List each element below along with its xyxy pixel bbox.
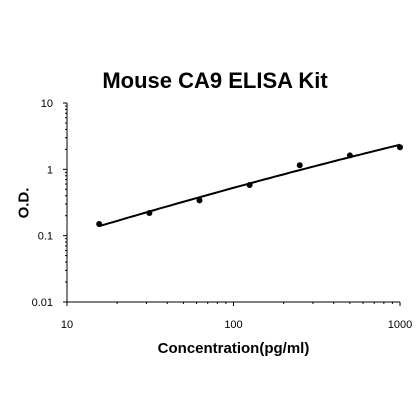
x-axis-label: Concentration(pg/ml) — [157, 340, 310, 357]
data-points — [96, 144, 403, 227]
y-tick-label: 10 — [41, 98, 53, 110]
y-axis-label: O.D. — [15, 187, 33, 219]
data-point — [346, 152, 353, 159]
data-point — [196, 197, 203, 204]
x-tick-label: 1000 — [388, 319, 412, 331]
chart-title: Mouse CA9 ELISA Kit — [102, 68, 328, 93]
x-tick-label: 10 — [61, 319, 73, 331]
y-tick-label: 0.01 — [32, 297, 53, 309]
data-point — [246, 182, 253, 189]
data-point — [96, 220, 103, 227]
data-point — [296, 162, 303, 169]
y-tick-label: 0.1 — [38, 231, 53, 243]
data-point — [146, 209, 153, 216]
x-tick-label: 100 — [224, 319, 242, 331]
tick-group: 10 1 0.1 0.01 10 100 1000 — [32, 98, 413, 331]
axes — [66, 103, 400, 303]
data-point — [397, 144, 403, 151]
y-tick-label: 1 — [47, 164, 53, 176]
